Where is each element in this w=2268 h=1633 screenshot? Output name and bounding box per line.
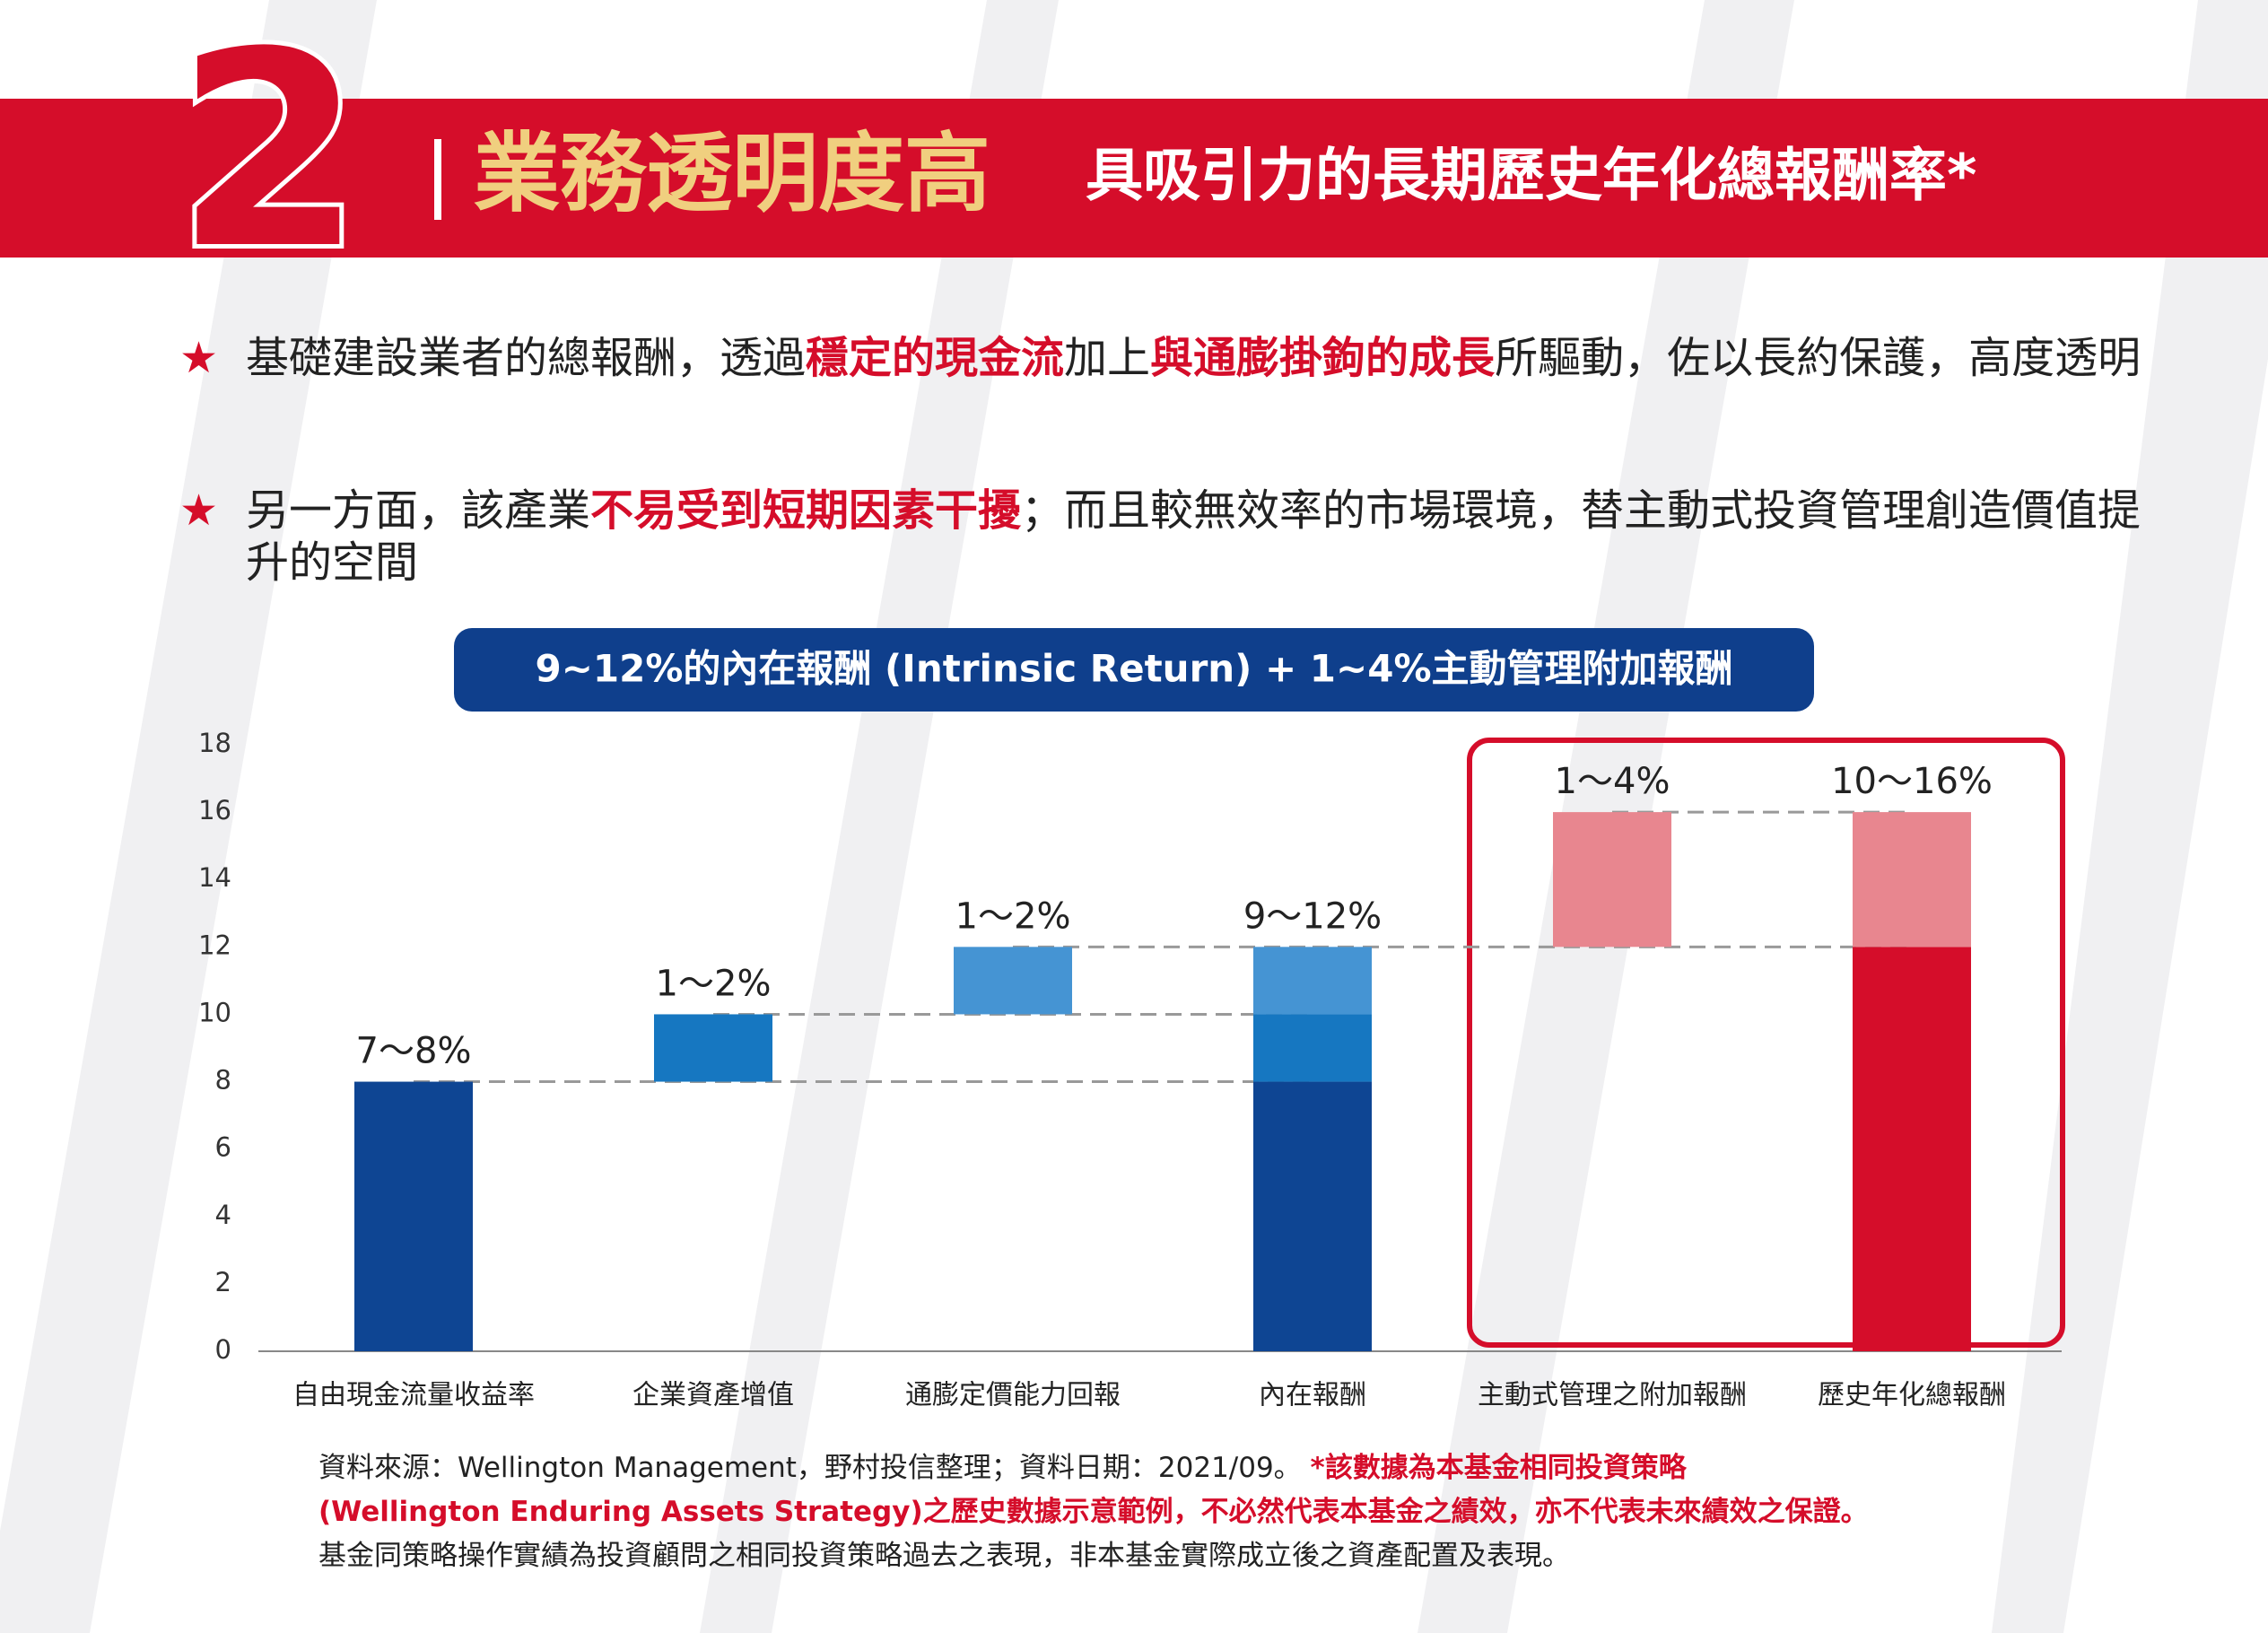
text: 另一方面，該產業 — [246, 485, 591, 536]
footnote-line: (Wellington Enduring Assets Strategy)之歷史… — [318, 1490, 2113, 1534]
highlight-box — [1467, 738, 2065, 1348]
value-label: 1～4% — [1555, 761, 1670, 802]
bar-segment — [1253, 1014, 1372, 1082]
bullet-icon: ★ — [179, 485, 219, 536]
text: 加上 — [1064, 333, 1151, 383]
x-tick-label: 通膨定價能力回報 — [905, 1380, 1121, 1411]
chart-subtitle: 9~12%的內在報酬 (Intrinsic Return) + 1~4%主動管理… — [535, 647, 1732, 691]
footnote: 資料來源：Wellington Management，野村投信整理；資料日期：2… — [318, 1446, 2113, 1578]
bar-segment — [654, 1014, 772, 1082]
subtitle-banner — [454, 628, 1814, 712]
text: 資料來源：Wellington Management，野村投信整理；資料日期：2… — [318, 1452, 1311, 1484]
y-tick-label: 6 — [215, 1132, 231, 1163]
emphasis-text: 與通膨掛鉤的成長 — [1150, 333, 1496, 383]
text: 基礎建設業者的總報酬，透過 — [246, 333, 807, 383]
text: 所驅動，佐以長約保護，高度透明 — [1495, 333, 2142, 383]
bullet: ★ 基礎建設業者的總報酬，透過穩定的現金流加上與通膨掛鉤的成長所驅動，佐以長約保護… — [179, 332, 2157, 384]
x-tick-label: 歷史年化總報酬 — [1818, 1380, 2006, 1411]
bar-segment — [1253, 947, 1372, 1015]
header-band — [0, 99, 2268, 258]
value-label: 1～2% — [656, 963, 772, 1004]
bullet-icon: ★ — [179, 333, 219, 383]
y-tick-label: 8 — [215, 1065, 231, 1096]
bar-segment — [1253, 1081, 1372, 1351]
x-tick-label: 自由現金流量收益率 — [292, 1380, 535, 1411]
bar-segment — [1853, 812, 1971, 947]
bar-segment — [1553, 812, 1671, 947]
emphasis-text: 穩定的現金流 — [806, 333, 1065, 383]
bullet: ★ 另一方面，該產業不易受到短期因素干擾；而且較無效率的市場環境，替主動式投資管理… — [179, 485, 2157, 589]
x-tick-label: 內在報酬 — [1259, 1380, 1366, 1411]
header-subtitle: 具吸引力的長期歷史年化總報酬率* — [1086, 144, 1976, 210]
value-label: 10～16% — [1831, 761, 1993, 802]
text: 基金同策略操作實績為投資顧問之相同投資策略過去之表現，非本基金實際成立後之資產配… — [318, 1540, 1570, 1572]
bar-segment — [954, 947, 1072, 1015]
header-number: 2 — [176, 0, 363, 308]
y-tick-label: 12 — [198, 930, 231, 960]
emphasis-text: (Wellington Enduring Assets Strategy)之歷史… — [318, 1496, 1869, 1528]
y-tick-label: 18 — [198, 728, 231, 758]
y-tick-label: 4 — [215, 1200, 231, 1230]
y-tick-label: 2 — [215, 1267, 231, 1297]
x-tick-label: 企業資產增值 — [632, 1380, 794, 1411]
value-label: 1～2% — [955, 895, 1071, 937]
value-label: 9～12% — [1243, 895, 1382, 937]
bar-segment — [354, 1081, 473, 1351]
y-tick-label: 0 — [215, 1334, 231, 1365]
y-tick-label: 14 — [198, 862, 231, 893]
text: ；而且較無效率的市場環境，替主動式投資管理創造價值提升的空間 — [246, 485, 2142, 588]
footnote-line: 資料來源：Wellington Management，野村投信整理；資料日期：2… — [318, 1446, 2113, 1490]
y-tick-label: 10 — [198, 997, 231, 1027]
x-tick-label: 主動式管理之附加報酬 — [1478, 1380, 1747, 1411]
header-title: 業務透明度高 — [474, 123, 990, 223]
bar-segment — [1853, 947, 1971, 1351]
emphasis-text: *該數據為本基金相同投資策略 — [1310, 1452, 1687, 1484]
value-label: 7～8% — [356, 1031, 472, 1072]
divider — [434, 139, 441, 220]
emphasis-text: 不易受到短期因素干擾 — [590, 485, 1022, 536]
footnote-line: 基金同策略操作實績為投資顧問之相同投資策略過去之表現，非本基金實際成立後之資產配… — [318, 1534, 2113, 1578]
y-tick-label: 16 — [198, 795, 231, 825]
